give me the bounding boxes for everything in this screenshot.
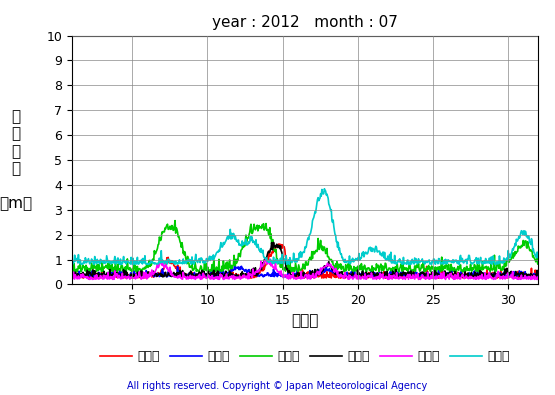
Y-axis label: 有
義
波
高

（m）: 有 義 波 高 （m） — [0, 109, 33, 211]
江ノ島 — [231, 263, 238, 268]
石廉崎 — [405, 269, 411, 274]
経ヶ岖 — [70, 273, 77, 277]
生月島 — [404, 273, 411, 278]
上ノ国 — [275, 242, 282, 246]
屋久島 — [415, 256, 422, 261]
生月島 — [286, 272, 292, 276]
経ヶ岖 — [416, 272, 422, 277]
Title: year : 2012   month : 07: year : 2012 month : 07 — [213, 15, 398, 30]
生月島 — [527, 277, 534, 282]
江ノ島 — [135, 268, 142, 273]
屋久島 — [70, 259, 77, 263]
石廉崎 — [286, 268, 292, 273]
石廉崎 — [134, 264, 141, 269]
生月島 — [269, 261, 275, 266]
上ノ国 — [535, 274, 542, 279]
江ノ島 — [269, 271, 276, 276]
江ノ島 — [535, 272, 542, 277]
Legend: 上ノ国, 江ノ島, 石廉崎, 経ヶ岖, 生月島, 屋久島: 上ノ国, 江ノ島, 石廉崎, 経ヶ岖, 生月島, 屋久島 — [95, 345, 515, 369]
屋久島 — [535, 255, 542, 260]
石廉崎 — [69, 261, 75, 266]
江ノ島 — [70, 271, 77, 275]
経ヶ岖 — [268, 246, 274, 250]
江ノ島 — [93, 275, 99, 279]
経ヶ岖 — [286, 268, 292, 273]
経ヶ岖 — [134, 270, 141, 275]
石廉崎 — [171, 218, 178, 223]
生月島 — [263, 256, 269, 261]
石廉崎 — [363, 269, 370, 274]
上ノ国 — [405, 275, 411, 279]
上ノ国 — [416, 271, 422, 276]
屋久島 — [404, 258, 411, 263]
生月島 — [134, 276, 141, 280]
屋久島 — [456, 262, 463, 267]
Line: 屋久島: 屋久島 — [72, 189, 538, 265]
上ノ国 — [286, 268, 293, 273]
経ヶ岖 — [270, 240, 277, 245]
石廉崎 — [535, 255, 542, 260]
石廉崎 — [416, 267, 422, 271]
生月島 — [535, 277, 542, 282]
江ノ島 — [286, 269, 293, 274]
Line: 生月島: 生月島 — [72, 259, 538, 279]
生月島 — [415, 277, 422, 282]
生月島 — [70, 276, 77, 281]
Line: 江ノ島: 江ノ島 — [72, 265, 538, 277]
江ノ島 — [416, 274, 422, 278]
経ヶ岖 — [372, 275, 379, 279]
上ノ国 — [269, 251, 275, 256]
上ノ国 — [70, 273, 77, 277]
屋久島 — [69, 261, 75, 266]
屋久島 — [321, 186, 327, 191]
屋久島 — [134, 255, 141, 260]
石廉崎 — [269, 242, 275, 246]
石廉崎 — [70, 261, 77, 266]
Line: 経ヶ岖: 経ヶ岖 — [72, 243, 538, 277]
X-axis label: （日）: （日） — [291, 313, 319, 328]
屋久島 — [268, 258, 274, 263]
経ヶ岖 — [405, 270, 411, 275]
上ノ国 — [221, 276, 228, 280]
Line: 上ノ国: 上ノ国 — [72, 244, 538, 278]
生月島 — [69, 276, 75, 280]
経ヶ岖 — [69, 275, 75, 279]
屋久島 — [285, 258, 292, 262]
経ヶ岖 — [535, 272, 542, 276]
Line: 石廉崎: 石廉崎 — [72, 220, 538, 272]
上ノ国 — [69, 271, 75, 276]
江ノ島 — [69, 273, 75, 278]
上ノ国 — [134, 273, 141, 277]
Text: All rights reserved. Copyright © Japan Meteorological Agency: All rights reserved. Copyright © Japan M… — [128, 381, 427, 391]
江ノ島 — [405, 274, 411, 278]
